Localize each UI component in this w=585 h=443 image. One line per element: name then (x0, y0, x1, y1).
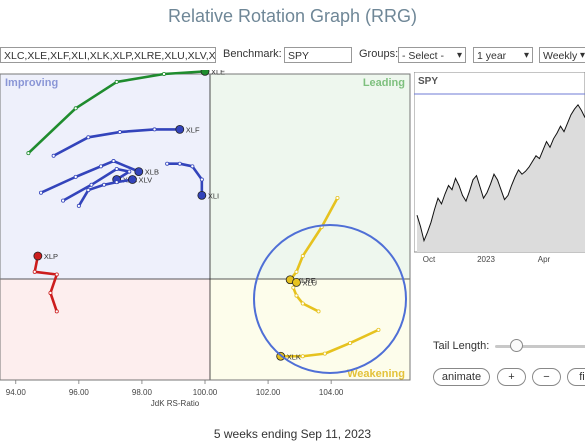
head-xlu[interactable] (292, 277, 301, 287)
leading-quadrant (210, 74, 410, 279)
head-xlv[interactable] (128, 175, 137, 184)
tail-point (291, 285, 296, 290)
label-xlb: XLB (145, 168, 159, 177)
tail-point (161, 72, 166, 77)
tail-point (300, 354, 305, 359)
rrg-chart: Improving Leading Weakening 94.00 96.00 98… (0, 70, 411, 408)
period-select[interactable]: 1 year (473, 47, 533, 63)
spy-price-line (416, 103, 585, 243)
label-xlk: XLK (287, 352, 301, 361)
benchmark-label: Benchmark: (223, 48, 282, 60)
tail-point (26, 151, 31, 156)
label-xlf: XLF (186, 125, 200, 134)
tail-length-slider-handle[interactable] (510, 339, 523, 352)
tail-point (114, 166, 119, 171)
tail-point (32, 269, 37, 274)
tail-point (152, 127, 157, 132)
date-range-footer: 5 weeks ending Sep 11, 2023 (213, 427, 372, 441)
tail-point (294, 269, 299, 274)
tail-point (300, 301, 305, 306)
plus-button[interactable]: + (497, 368, 526, 386)
frequency-select[interactable]: Weekly (539, 47, 585, 63)
tail-point (294, 293, 299, 298)
quadrant-label-leading: Leading (363, 77, 405, 89)
x-tick-label: 102.00 (256, 388, 281, 397)
tail-point (316, 309, 321, 314)
tail-point (61, 198, 66, 203)
tail-point (86, 188, 91, 193)
tail-length-label: Tail Length: (433, 340, 490, 352)
tail-point (86, 135, 91, 140)
groups-label: Groups: (359, 48, 399, 60)
tail-point (322, 351, 327, 356)
label-xle: XLE (211, 70, 225, 76)
controls-bar: XLC,XLE,XLF,XLI,XLK,XLP,XLRE,XLU,XLV,XLB… (0, 47, 585, 65)
head-xlf[interactable] (175, 124, 185, 134)
tail-point (89, 182, 94, 187)
tail-point (114, 79, 119, 84)
head-xlb[interactable] (134, 167, 144, 177)
tail-point (98, 164, 103, 169)
x-axis-label: JdK RS-Ratio (151, 399, 200, 408)
tail-point (76, 203, 81, 208)
spy-chart: SPY Oct 2023 Apr (414, 72, 585, 264)
groups-select[interactable]: - Select - (398, 47, 466, 63)
tail-point (199, 177, 204, 182)
tail-point (73, 106, 78, 111)
x-tick-label: 94.00 (6, 388, 27, 397)
tail-point (177, 161, 182, 166)
weakening-highlight-circle (253, 224, 407, 374)
animate-button[interactable]: animate (433, 368, 490, 386)
tail-point (300, 254, 305, 259)
tail-point (127, 169, 132, 174)
tail-point (111, 159, 116, 164)
symbols-input[interactable]: XLC,XLE,XLF,XLI,XLK,XLP,XLRE,XLU,XLV,XLB (0, 47, 216, 63)
head-xlp[interactable] (33, 251, 43, 261)
minus-button[interactable]: − (532, 368, 561, 386)
tail-point (51, 153, 56, 158)
fit-button[interactable]: fi (567, 368, 585, 386)
tail-point (48, 290, 53, 295)
tail-point (39, 190, 44, 195)
x-tick-label: 98.00 (132, 388, 153, 397)
label-xlv: XLV (138, 176, 152, 185)
spy-title: SPY (418, 76, 438, 87)
page-title: Relative Rotation Graph (RRG) (167, 6, 418, 26)
spy-x-tick-label: Oct (423, 255, 436, 264)
spy-area-fill (417, 104, 585, 252)
label-xlu: XLU (302, 278, 317, 287)
x-tick-label: 96.00 (69, 388, 90, 397)
quadrant-label-improving: Improving (5, 77, 58, 89)
tail-point (54, 309, 59, 314)
lagging-quadrant (0, 279, 210, 380)
label-xli: XLI (208, 191, 219, 200)
tail-point (348, 341, 353, 346)
head-xli[interactable] (197, 190, 207, 200)
benchmark-input[interactable]: SPY (284, 47, 352, 63)
quadrant-label-weakening: Weakening (347, 368, 405, 380)
tail-point (114, 180, 119, 185)
tail-point (73, 174, 78, 179)
tail-point (335, 195, 340, 200)
tail-point (190, 164, 195, 169)
tail-point (102, 182, 107, 187)
label-xlre: XLRE (296, 276, 316, 285)
tail-point (117, 130, 122, 135)
tail-point (54, 272, 59, 277)
spy-x-tick-label: Apr (538, 255, 551, 264)
x-tick-label: 100.00 (193, 388, 218, 397)
x-tick-label: 104.00 (319, 388, 344, 397)
label-xlp: XLP (44, 252, 58, 261)
tail-length-slider-track[interactable] (495, 345, 585, 348)
tail-point (165, 161, 170, 166)
spy-x-tick-label: 2023 (477, 255, 495, 264)
head-xle[interactable] (200, 70, 210, 76)
tail-point (376, 327, 381, 332)
